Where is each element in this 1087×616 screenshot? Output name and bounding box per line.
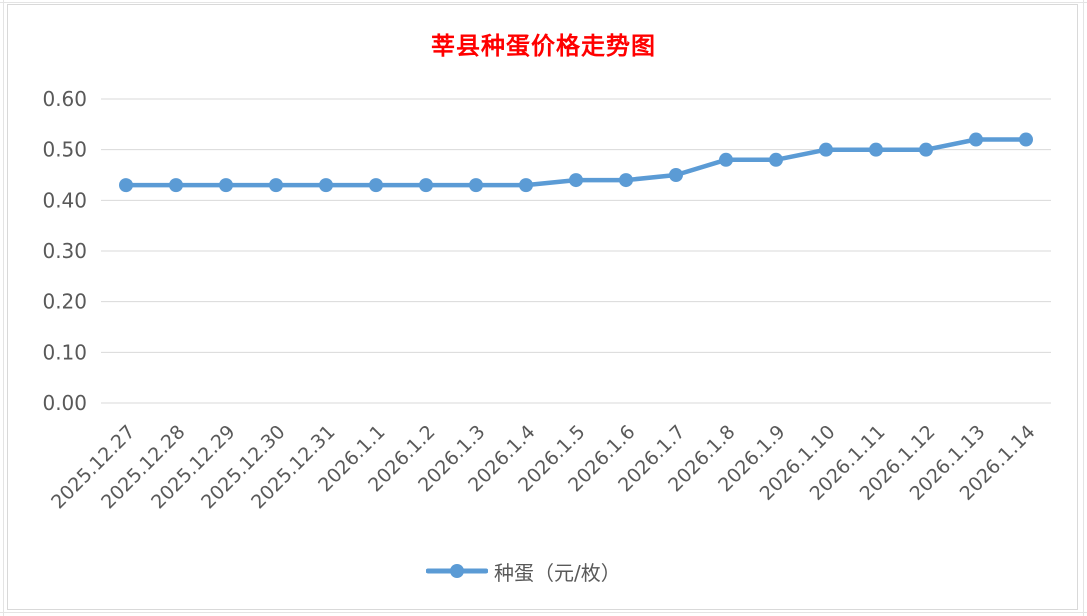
y-tick-label: 0.20 bbox=[42, 290, 87, 314]
sheet-column-line bbox=[3, 0, 4, 616]
y-tick-label: 0.60 bbox=[42, 87, 87, 111]
data-point bbox=[369, 178, 383, 193]
data-point bbox=[719, 152, 733, 167]
data-point bbox=[219, 178, 233, 193]
chart-area[interactable] bbox=[7, 4, 1078, 610]
chart-legend: 种蛋（元/枚） bbox=[426, 556, 621, 586]
data-point bbox=[169, 178, 183, 193]
data-point bbox=[919, 142, 933, 157]
y-tick-label: 0.40 bbox=[42, 188, 87, 212]
data-point bbox=[969, 132, 983, 147]
data-point bbox=[319, 178, 333, 193]
sheet-column-line bbox=[1083, 0, 1084, 616]
legend-swatch-icon bbox=[426, 564, 488, 578]
data-point bbox=[669, 168, 683, 182]
y-tick-label: 0.50 bbox=[42, 138, 87, 162]
data-point bbox=[419, 178, 433, 193]
legend-label: 种蛋（元/枚） bbox=[494, 560, 621, 585]
data-point bbox=[1019, 132, 1033, 147]
data-point bbox=[869, 142, 883, 157]
sheet-row-line bbox=[0, 612, 1087, 613]
data-point bbox=[819, 142, 833, 157]
sheet-row-line bbox=[0, 2, 1087, 3]
y-tick-label: 0.10 bbox=[42, 340, 87, 364]
data-point bbox=[769, 152, 783, 167]
chart-title: 莘县种蛋价格走势图 bbox=[431, 31, 656, 60]
data-point bbox=[569, 173, 583, 188]
data-point bbox=[469, 178, 483, 193]
data-point bbox=[269, 178, 283, 193]
y-tick-label: 0.30 bbox=[42, 239, 87, 263]
y-tick-label: 0.00 bbox=[42, 391, 87, 415]
data-point bbox=[619, 173, 633, 188]
data-point bbox=[519, 178, 533, 193]
data-point bbox=[119, 178, 133, 193]
